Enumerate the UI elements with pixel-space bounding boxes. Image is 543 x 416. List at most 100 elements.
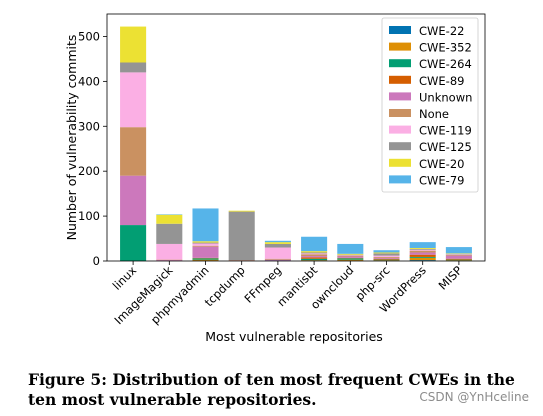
bar-segment — [192, 241, 219, 243]
legend-label: CWE-22 — [419, 24, 464, 38]
bar-segment — [228, 211, 255, 261]
bar-segment — [228, 210, 255, 212]
bar-segment — [264, 259, 291, 261]
bar-segment — [337, 243, 364, 254]
bar-segment — [445, 247, 472, 254]
bar-segment — [192, 242, 219, 244]
bar-segment — [156, 214, 183, 224]
legend-label: CWE-125 — [419, 140, 472, 154]
bar-segment — [445, 258, 472, 260]
bar-segment — [301, 253, 328, 255]
x-axis-label: Most vulnerable repositories — [205, 329, 383, 344]
bar-segment — [409, 252, 436, 255]
bar-segment — [337, 259, 364, 261]
legend-label: CWE-20 — [419, 157, 464, 171]
bar-segment — [301, 258, 328, 261]
legend-label: CWE-89 — [419, 74, 464, 88]
legend-swatch — [389, 109, 411, 117]
bar-segment — [192, 243, 219, 246]
legend-swatch — [389, 92, 411, 101]
watermark: CSDN @YnHceline — [419, 390, 529, 404]
bar-segment — [445, 254, 472, 256]
x-tick-label: MISP — [436, 263, 465, 292]
bar-segment — [373, 257, 400, 259]
legend-label: None — [419, 107, 449, 121]
bar-segment — [264, 247, 291, 259]
legend-label: CWE-79 — [419, 173, 464, 187]
bar-segment — [337, 258, 364, 260]
y-tick-label: 200 — [78, 164, 100, 178]
bar-segment — [120, 26, 147, 63]
bar-segment — [120, 62, 147, 73]
y-tick-label: 300 — [78, 119, 100, 133]
legend-swatch — [389, 142, 411, 151]
bar-segment — [156, 260, 183, 261]
y-tick-label: 0 — [93, 254, 100, 268]
x-tick-label: linux — [110, 263, 140, 293]
bar-segment — [409, 256, 436, 258]
bar-segment — [264, 258, 291, 260]
bar-segment — [373, 252, 400, 254]
bar-segment — [373, 258, 400, 260]
legend-label: CWE-264 — [419, 57, 472, 71]
bar-segment — [192, 208, 219, 242]
bar-segment — [264, 243, 291, 248]
legend-label: CWE-119 — [419, 124, 472, 138]
bar-segment — [409, 249, 436, 251]
bar-segment — [445, 255, 472, 259]
bar-segment — [409, 247, 436, 249]
bar-segment — [156, 223, 183, 244]
bar-segment — [192, 258, 219, 260]
legend-swatch — [389, 26, 411, 34]
bar-segment — [337, 256, 364, 258]
bar-segment — [264, 242, 291, 244]
legend: CWE-22 CWE-352 CWE-264 CWE-89 Unknown None CWE… — [381, 17, 479, 193]
stacked-bar-chart: 0 100 200 300 400 500 linuxImageMagickphpmyad… — [64, 13, 486, 344]
bar-segment — [156, 243, 183, 260]
bar-segment — [373, 250, 400, 253]
bar-segment — [301, 252, 328, 254]
bar-segment — [301, 251, 328, 253]
bar-segment — [301, 254, 328, 257]
bar-segment — [120, 72, 147, 128]
bar-segment — [301, 257, 328, 259]
bar-segment — [373, 255, 400, 257]
legend-swatch — [389, 125, 411, 134]
bar-segment — [120, 175, 147, 226]
bar-segment — [409, 248, 436, 250]
bar-segment — [192, 246, 219, 258]
bar-segment — [373, 253, 400, 256]
bar-segment — [409, 260, 436, 261]
legend-swatch — [389, 175, 411, 184]
y-tick-label: 100 — [78, 209, 100, 223]
legend-swatch — [389, 75, 411, 84]
bar-segment — [409, 254, 436, 257]
legend-swatch — [389, 158, 411, 167]
bar-segment — [409, 242, 436, 248]
bar-segment — [120, 225, 147, 261]
bars-layer — [120, 26, 472, 261]
bar-segment — [373, 256, 400, 258]
legend-label: Unknown — [419, 90, 472, 104]
bar-segment — [301, 236, 328, 252]
bar-segment — [264, 240, 291, 243]
y-tick-label: 500 — [78, 29, 100, 43]
legend-label: CWE-352 — [419, 41, 472, 55]
bar-segment — [337, 255, 364, 257]
legend-swatch — [389, 59, 411, 68]
bar-segment — [192, 259, 219, 261]
bar-segment — [337, 253, 364, 255]
legend-swatch — [389, 42, 411, 51]
bar-segment — [409, 250, 436, 253]
figure-caption: Figure 5: Distribution of ten most frequ… — [28, 370, 515, 409]
bar-segment — [120, 127, 147, 176]
y-axis-label: Number of vulnerability commits — [64, 35, 79, 241]
bar-segment — [301, 256, 328, 258]
x-axis: linuxImageMagickphpmyadmintcpdumpFFmpegm… — [110, 261, 465, 327]
bar-segment — [409, 257, 436, 261]
y-axis: 0 100 200 300 400 500 — [78, 29, 107, 268]
plot-area-frame — [106, 13, 486, 262]
bar-segment — [192, 245, 219, 247]
y-tick-label: 400 — [78, 74, 100, 88]
